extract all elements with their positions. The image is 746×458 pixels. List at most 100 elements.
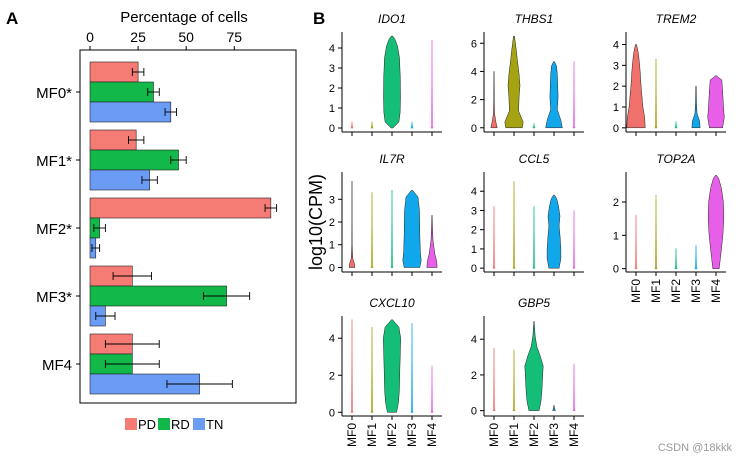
violin [504, 35, 524, 129]
violin [654, 194, 658, 270]
legend-entry: RD [171, 417, 190, 432]
violin [654, 58, 658, 129]
y-tick-label: 2 [329, 370, 335, 382]
legend-entry: TN [206, 417, 223, 432]
y-tick-label: 1 [471, 244, 477, 256]
violin [552, 405, 556, 411]
y-tick-label: 0 [471, 123, 477, 135]
y-tick-label: 3 [329, 194, 335, 206]
violin [707, 75, 725, 129]
y-tick-label: 2 [329, 83, 335, 95]
y-tick-label: 3 [329, 63, 335, 75]
violin [430, 365, 434, 413]
y-tick-label: 2 [471, 370, 477, 382]
x-tick-label: MF2 [385, 423, 399, 447]
violin [532, 206, 536, 269]
violin [370, 192, 374, 268]
violin [674, 248, 678, 270]
violin-panel-title: CXCL10 [369, 296, 415, 310]
bar [89, 197, 272, 219]
y-tick-label: MF2* [36, 221, 72, 238]
violin [430, 39, 434, 129]
y-tick-label: 1 [613, 102, 619, 114]
y-tick-label: MF3* [36, 289, 72, 306]
violin [383, 35, 401, 129]
violin [492, 206, 496, 269]
y-tick-label: 2 [329, 217, 335, 229]
y-tick-label: 6 [471, 38, 477, 50]
y-tick-label: 2 [613, 197, 619, 209]
violin [674, 121, 678, 129]
violin [546, 194, 562, 269]
violin [410, 323, 414, 413]
x-tick-label: 0 [86, 29, 94, 45]
y-tick-label: 2 [471, 225, 477, 237]
y-tick-label: 0 [329, 407, 335, 419]
violin [492, 347, 496, 411]
bar [89, 81, 154, 103]
y-tick-label: 0 [471, 406, 477, 418]
violin [383, 319, 401, 413]
violin [545, 61, 563, 129]
violin-panel-title: TOP2A [656, 152, 695, 166]
x-tick-label: MF2 [669, 279, 683, 303]
x-tick-label: MF4 [567, 423, 581, 447]
bar [89, 169, 150, 191]
y-tick-label: 4 [329, 333, 335, 345]
y-tick-label: 2 [471, 95, 477, 107]
x-tick-label: MF3 [547, 423, 561, 447]
violin [691, 85, 701, 129]
violin-grid: log10(CPM) IDO1 0 1 2 3 4 THBS1 0 2 4 6 TREM2 0 1 2 3 4 IL… [306, 12, 726, 447]
violin [370, 326, 374, 413]
x-tick-label: MF4 [425, 423, 439, 447]
bar [89, 61, 139, 83]
x-tick-label: 25 [130, 29, 146, 45]
violin [572, 363, 576, 411]
y-tick-label: 0 [471, 263, 477, 275]
y-tick-label: 0 [613, 264, 619, 276]
violin [694, 244, 698, 270]
bar-chart-title: Percentage of cells [120, 9, 248, 26]
violin-panel-title: TREM2 [656, 12, 697, 26]
x-tick-label: MF0 [487, 423, 501, 447]
x-tick-label: 50 [178, 29, 194, 45]
violin [370, 121, 374, 129]
y-tick-label: 2 [613, 81, 619, 93]
watermark: CSDN @18kkk [657, 442, 732, 454]
x-tick-label: MF1 [365, 423, 379, 447]
x-tick-label: MF0 [629, 279, 643, 303]
legend-swatch [193, 418, 205, 430]
y-tick-label: 1 [329, 240, 335, 252]
bar [89, 101, 172, 123]
y-tick-label: 3 [613, 60, 619, 72]
violin [532, 123, 536, 129]
x-tick-label: MF3 [405, 423, 419, 447]
violin [572, 210, 576, 269]
bar-chart: Percentage of cells 0 25 50 75 MF0* MF1* MF2* MF… [36, 9, 297, 432]
violin [426, 214, 438, 268]
x-tick-label: MF4 [709, 279, 723, 303]
violin [634, 214, 638, 270]
violin [402, 189, 422, 268]
x-tick-label: MF0 [345, 423, 359, 447]
violin [512, 349, 516, 411]
violin [390, 189, 394, 268]
violin [350, 319, 354, 413]
y-tick-label: 4 [613, 40, 619, 52]
y-tick-label: 1 [329, 103, 335, 115]
violin-panel-title: IDO1 [378, 12, 406, 26]
violin [348, 180, 356, 268]
violin [512, 181, 516, 269]
panel-label-a: A [6, 9, 18, 28]
legend-swatch [125, 418, 137, 430]
x-tick-label: MF2 [527, 423, 541, 447]
y-tick-label: 4 [471, 334, 477, 346]
violin-panel-title: CCL5 [519, 152, 550, 166]
y-tick-label: MF0* [36, 85, 72, 102]
violin-panel-title: IL7R [379, 152, 405, 166]
panel-label-b: B [313, 9, 325, 28]
violin [626, 44, 646, 129]
violin [524, 321, 544, 411]
y-tick-label: 4 [329, 43, 335, 55]
